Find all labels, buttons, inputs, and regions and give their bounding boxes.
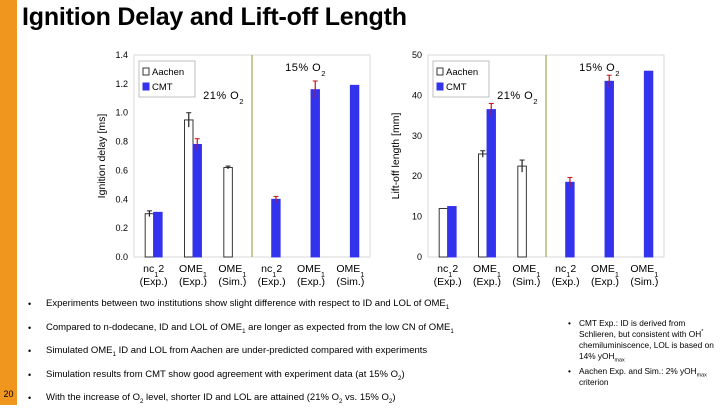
finding-item: Experiments between two institutions sho… [28,298,548,322]
x-category-label: OME1 [512,263,540,279]
y-tick-label: 0.0 [115,252,128,262]
x-category-label: OME1 [218,263,246,279]
x-category-sublabel: (Sim.) [218,276,246,288]
ignition-delay-chart: 0.0 0.2 0.4 0.6 0.8 1.0 1.2 1.4 Ignition delay [… [96,50,371,288]
oxygen-level-annotation: 15% O2 [579,62,620,78]
legend-box [432,60,490,98]
y-tick-label: 0.4 [115,194,128,204]
x-category-label: OME1 [336,263,364,279]
cmt-bar [643,70,654,258]
finding-item: Simulation results from CMT show good ag… [28,369,548,393]
y-tick-label: 10 [412,212,422,222]
legend-cmt-label: CMT [152,82,173,93]
x-category-sublabel: (Sim.) [336,276,364,288]
legend-aachen-label: Aachen [446,67,478,78]
finding-item: With the increase of O2 level, shorter I… [28,392,548,416]
aachen-bar [517,165,527,258]
x-category-label: OME1 [473,263,501,279]
y-tick-label: 0.2 [115,223,128,233]
x-category-sublabel: (Sim.) [630,276,658,288]
cmt-bar [565,181,575,258]
x-category-sublabel: (Exp.) [591,276,619,288]
finding-item: Compared to n-dodecane, ID and LOL of OM… [28,322,548,346]
cmt-bar [153,211,163,258]
legend-box [138,60,196,98]
y-tick-label: 1.0 [115,108,128,118]
x-category-label: OME1 [179,263,207,279]
x-category-label: nc12 [437,263,458,279]
slide-title: Ignition Delay and Lift-off Length [22,3,407,31]
y-axis-label: Ignition delay [ms] [96,114,108,199]
aachen-bar [144,213,155,258]
x-category-label: OME1 [630,263,658,279]
cmt-bar [349,84,360,258]
aachen-bar [223,167,233,258]
note-item: Aachen Exp. and Sim.: 2% yOHmax criterio… [568,366,716,388]
x-category-sublabel: (Exp.) [140,276,168,288]
x-category-sublabel: (Exp.) [297,276,325,288]
cmt-bar [447,206,457,258]
x-category-sublabel: (Exp.) [258,276,286,288]
oxygen-level-annotation: 21% O2 [497,90,538,106]
aachen-bar [438,208,449,258]
notes-list: CMT Exp.: ID is derived from Schlieren, … [568,318,716,392]
legend-cmt-label: CMT [446,82,467,93]
cmt-bar [271,198,281,258]
finding-item: Simulated OME1 ID and LOL from Aachen ar… [28,345,548,369]
x-category-sublabel: (Exp.) [434,276,462,288]
y-axis-label: Lift-off length [mm] [390,113,402,200]
x-category-sublabel: (Exp.) [179,276,207,288]
aachen-bar [478,153,488,258]
y-tick-label: 1.2 [115,79,128,89]
y-tick-label: 0.8 [115,137,128,147]
aachen-bar [184,119,194,258]
x-category-sublabel: (Exp.) [552,276,580,288]
y-tick-label: 20 [412,171,422,181]
legend-aachen-label: Aachen [152,67,184,78]
legend-aachen-swatch [142,67,150,76]
cmt-bar [310,89,320,258]
x-category-label: OME1 [297,263,325,279]
y-tick-label: 50 [412,50,422,60]
legend-aachen-swatch [436,67,444,76]
legend-cmt-swatch [142,82,150,91]
y-tick-label: 0 [417,252,422,262]
slide-accent-bar [0,0,17,405]
y-tick-label: 1.4 [115,50,128,60]
y-tick-label: 40 [412,90,422,100]
oxygen-level-annotation: 21% O2 [203,90,244,106]
x-category-label: nc12 [555,263,576,279]
y-tick-label: 0.6 [115,165,128,175]
x-category-sublabel: (Exp.) [473,276,501,288]
x-category-sublabel: (Sim.) [512,276,540,288]
cmt-bar [192,144,202,258]
note-item: CMT Exp.: ID is derived from Schlieren, … [568,318,716,363]
cmt-bar [604,80,614,258]
cmt-bar [486,109,496,258]
y-tick-label: 30 [412,131,422,141]
x-category-label: nc12 [261,263,282,279]
page-number: 20 [3,389,14,399]
x-category-label: OME1 [591,263,619,279]
oxygen-level-annotation: 15% O2 [285,62,326,78]
x-category-label: nc12 [143,263,164,279]
legend-cmt-swatch [436,82,444,91]
findings-list: Experiments between two institutions sho… [28,298,548,416]
